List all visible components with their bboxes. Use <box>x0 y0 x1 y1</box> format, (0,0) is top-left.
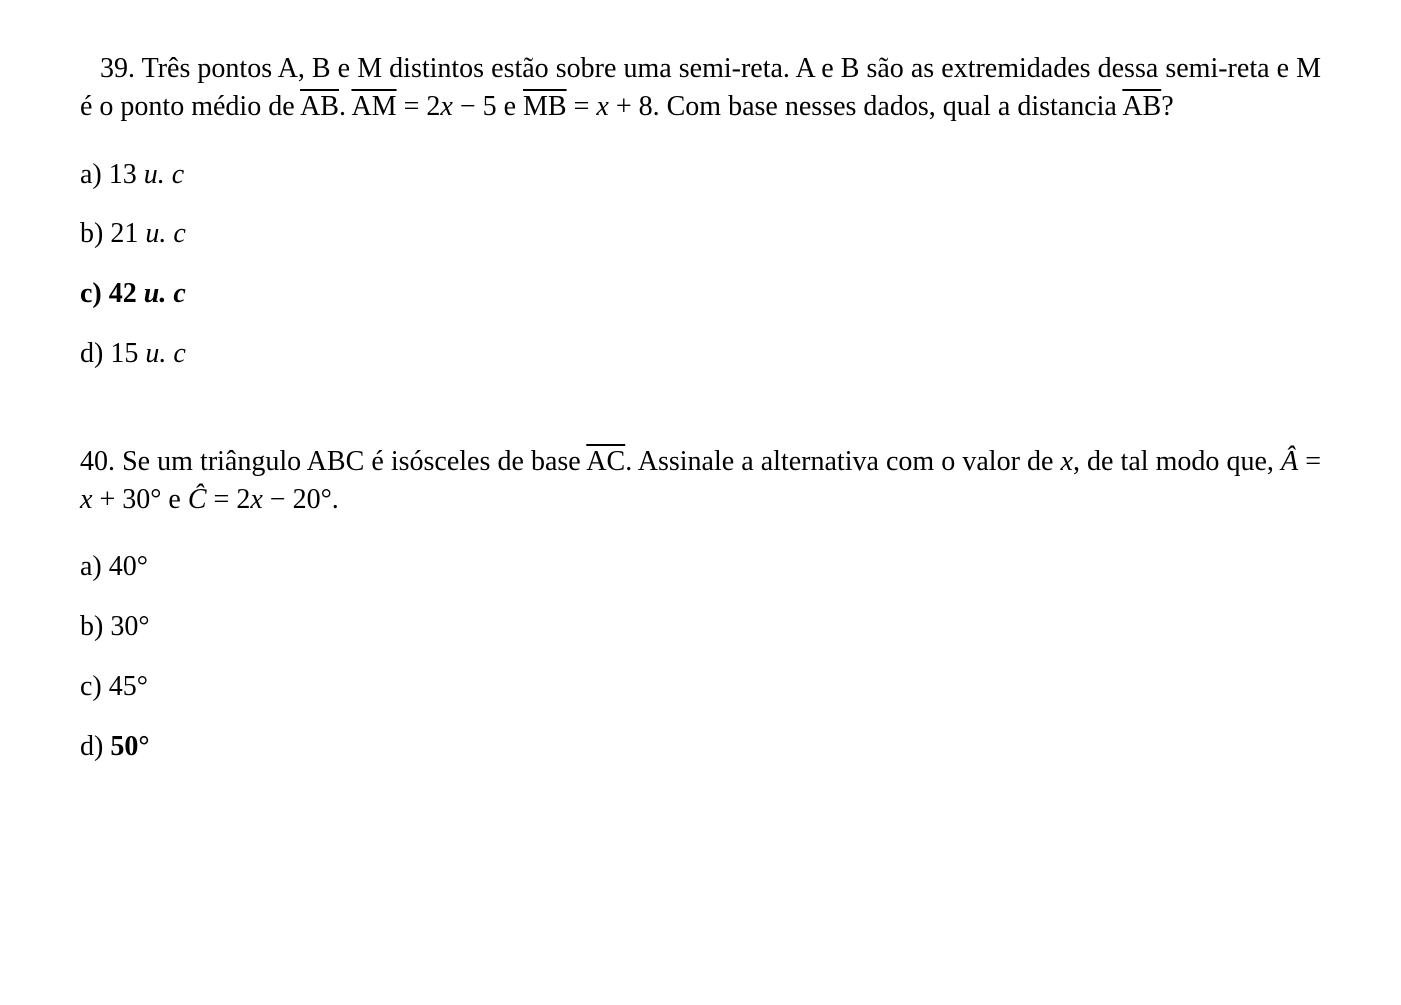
q40-text-4: = <box>1298 446 1321 477</box>
option-a-unit: u. c <box>144 159 184 190</box>
option-c-unit: u. c <box>144 278 186 309</box>
option-c: c) 45° <box>80 668 1321 706</box>
option-d: d) 15 u. c <box>80 335 1321 373</box>
question-39-stem: 39. Três pontos A, B e M distintos estão… <box>80 50 1321 126</box>
option-b-unit: u. c <box>145 218 185 249</box>
q40-text-3: , de tal modo que, <box>1073 446 1281 477</box>
q40-text-7: − 20°. <box>263 484 339 515</box>
option-c: c) 42 u. c <box>80 275 1321 313</box>
option-d-unit: u. c <box>145 338 185 369</box>
variable-x: x <box>440 91 452 122</box>
question-40-stem: 40. Se um triângulo ABC é isósceles de b… <box>80 443 1321 519</box>
q40-text-6: = 2 <box>207 484 251 515</box>
variable-x: x <box>80 484 92 515</box>
option-d-label: d) 15 <box>80 338 145 369</box>
q39-text-5: = <box>567 91 597 122</box>
option-b-label: b) 21 <box>80 218 145 249</box>
q39-text-2: . <box>339 91 351 122</box>
q39-text-4: − 5 e <box>453 91 523 122</box>
variable-x: x <box>596 91 608 122</box>
q39-text-6: + 8. Com base nesses dados, qual a dista… <box>609 91 1122 122</box>
segment-mb: MB <box>523 91 567 122</box>
segment-am: AM <box>351 91 396 122</box>
question-40: 40. Se um triângulo ABC é isósceles de b… <box>80 443 1321 766</box>
option-c-label: c) 42 <box>80 278 144 309</box>
option-d-value: 50° <box>110 731 149 762</box>
q40-text-2: . Assinale a alternativa com o valor de <box>625 446 1060 477</box>
angle-a: Â <box>1281 446 1298 477</box>
option-d-label: d) <box>80 731 110 762</box>
segment-ab: AB <box>1122 91 1161 122</box>
q40-text-1: Se um triângulo ABC é isósceles de base <box>122 446 586 477</box>
q39-text-3: = 2 <box>397 91 441 122</box>
question-40-options: a) 40° b) 30° c) 45° d) 50° <box>80 548 1321 765</box>
segment-ac: AC <box>586 446 625 477</box>
option-a: a) 40° <box>80 548 1321 586</box>
page: 39. Três pontos A, B e M distintos estão… <box>0 0 1401 886</box>
question-39: 39. Três pontos A, B e M distintos estão… <box>80 50 1321 373</box>
angle-c: Ĉ <box>188 484 207 515</box>
option-a-label: a) 13 <box>80 159 144 190</box>
q39-text-7: ? <box>1161 91 1173 122</box>
option-a: a) 13 u. c <box>80 156 1321 194</box>
option-b: b) 30° <box>80 608 1321 646</box>
segment-ab: AB <box>300 91 339 122</box>
q39-number: 39. <box>100 53 135 84</box>
option-d: d) 50° <box>80 728 1321 766</box>
variable-x: x <box>250 484 262 515</box>
variable-x: x <box>1061 446 1073 477</box>
question-39-options: a) 13 u. c b) 21 u. c c) 42 u. c d) 15 u… <box>80 156 1321 373</box>
q40-number: 40. <box>80 446 115 477</box>
option-b: b) 21 u. c <box>80 215 1321 253</box>
q40-text-5: + 30° e <box>92 484 187 515</box>
